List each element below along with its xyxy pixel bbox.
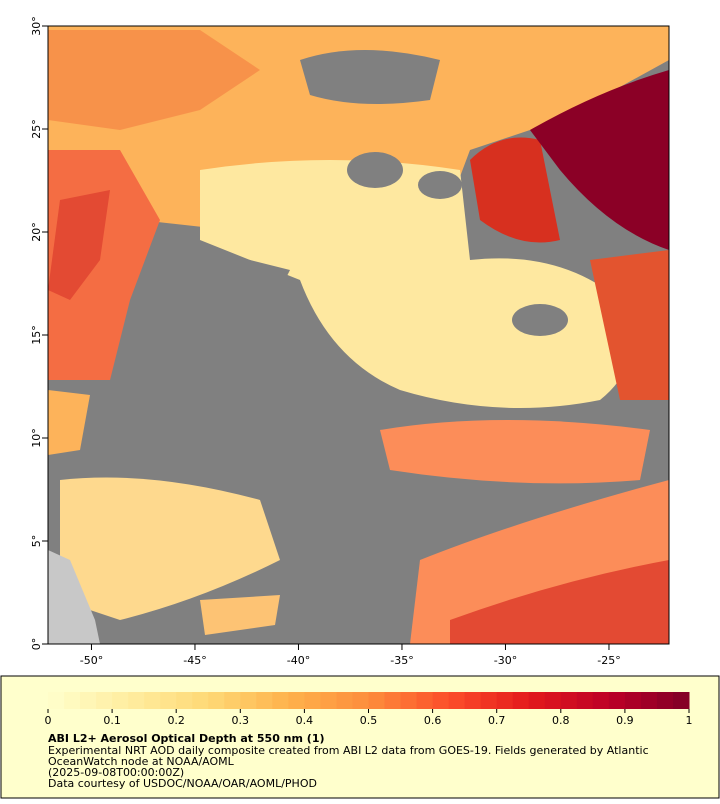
colorbar-segment — [528, 692, 546, 709]
colorbar-segment — [320, 692, 337, 709]
colorbar-segment — [448, 692, 466, 709]
colorbar-segment — [144, 692, 161, 709]
colorbar-segment — [464, 692, 482, 709]
colorbar-segment — [208, 692, 225, 709]
x-tick-label: -25° — [597, 654, 620, 667]
y-tick-label: 10° — [30, 428, 43, 448]
colorbar-segment — [368, 692, 386, 709]
colorbar-tick-label: 0.8 — [552, 714, 570, 727]
colorbar-segment — [672, 692, 690, 709]
cloud-patch — [300, 50, 440, 104]
colorbar-tick-label: 0.7 — [488, 714, 506, 727]
aerosol-region — [200, 595, 280, 635]
x-tick-label: -45° — [183, 654, 206, 667]
land — [48, 550, 100, 644]
colorbar-segment — [608, 692, 626, 709]
colorbar-segment — [624, 692, 642, 709]
colorbar-segment — [416, 692, 434, 709]
cloud-patch — [512, 304, 568, 336]
caption-line: OceanWatch node at NOAA/AOML — [48, 755, 235, 768]
colorbar-segment — [288, 692, 305, 709]
colorbar-segment — [304, 692, 321, 709]
aerosol-region — [450, 560, 669, 644]
colorbar-segment — [496, 692, 514, 709]
colorbar-segment — [336, 692, 353, 709]
colorbar-segment — [592, 692, 610, 709]
map-raster — [47, 25, 670, 645]
colorbar-segment — [384, 692, 402, 709]
colorbar-segment — [128, 692, 145, 709]
caption-title: ABI L2+ Aerosol Optical Depth at 550 nm … — [48, 732, 325, 745]
colorbar-segment — [560, 692, 578, 709]
cloud-patch — [347, 152, 403, 188]
y-tick-label: 5° — [30, 535, 43, 548]
colorbar-segment — [352, 692, 369, 709]
colorbar-segment — [656, 692, 674, 709]
colorbar-segment — [80, 692, 97, 709]
x-tick-label: -50° — [80, 654, 103, 667]
colorbar-segment — [640, 692, 658, 709]
colorbar-segment — [48, 692, 65, 709]
colorbar-tick-label: 0.4 — [296, 714, 314, 727]
aerosol-region — [530, 70, 669, 250]
caption-line: (2025-09-08T00:00:00Z) — [48, 766, 184, 779]
aerosol-region — [48, 30, 260, 130]
colorbar-segment — [480, 692, 498, 709]
colorbar-tick-label: 1 — [686, 714, 693, 727]
x-tick-label: -30° — [494, 654, 517, 667]
y-tick-label: 0° — [30, 638, 43, 651]
aerosol-region — [60, 477, 280, 620]
colorbar-segment — [272, 692, 289, 709]
y-tick-label: 30° — [30, 16, 43, 36]
colorbar-segment — [224, 692, 241, 709]
cloud-patch — [200, 250, 290, 330]
colorbar-segment — [192, 692, 209, 709]
aerosol-region — [470, 137, 560, 243]
aerosol-region — [200, 160, 632, 408]
colorbar-tick-label: 0.6 — [424, 714, 442, 727]
colorbar-segment — [112, 692, 129, 709]
colorbar-segment — [160, 692, 177, 709]
colorbar-segment — [64, 692, 81, 709]
cloud-patch — [418, 171, 462, 199]
x-tick-label: -35° — [390, 654, 413, 667]
caption-line: Experimental NRT AOD daily composite cre… — [48, 744, 649, 757]
aerosol-region — [48, 190, 110, 300]
colorbar-tick-label: 0.3 — [232, 714, 250, 727]
colorbar-segment — [576, 692, 594, 709]
aerosol-region — [380, 420, 650, 484]
y-tick-label: 15° — [30, 325, 43, 345]
colorbar-segment — [96, 692, 113, 709]
aerosol-region — [590, 250, 669, 400]
y-tick-label: 20° — [30, 222, 43, 242]
colorbar-tick-label: 0.1 — [103, 714, 121, 727]
aerosol-region — [48, 390, 90, 455]
colorbar-segment — [400, 692, 418, 709]
colorbar-tick-label: 0.5 — [360, 714, 378, 727]
colorbar-tick-label: 0 — [45, 714, 52, 727]
caption-line: Data courtesy of USDOC/NOAA/OAR/AOML/PHO… — [48, 777, 317, 790]
colorbar-tick-label: 0.2 — [167, 714, 185, 727]
x-tick-label: -40° — [287, 654, 310, 667]
colorbar-segment — [256, 692, 273, 709]
y-tick-label: 25° — [30, 119, 43, 139]
colorbar-tick-label: 0.9 — [616, 714, 634, 727]
colorbar-segment — [240, 692, 257, 709]
colorbar-segment — [432, 692, 450, 709]
colorbar: 0 0.1 0.2 0.3 0.4 0.5 0.6 0.7 0.8 0.9 1 — [45, 692, 693, 727]
colorbar-segment — [176, 692, 193, 709]
colorbar-segment — [544, 692, 562, 709]
colorbar-segment — [512, 692, 530, 709]
